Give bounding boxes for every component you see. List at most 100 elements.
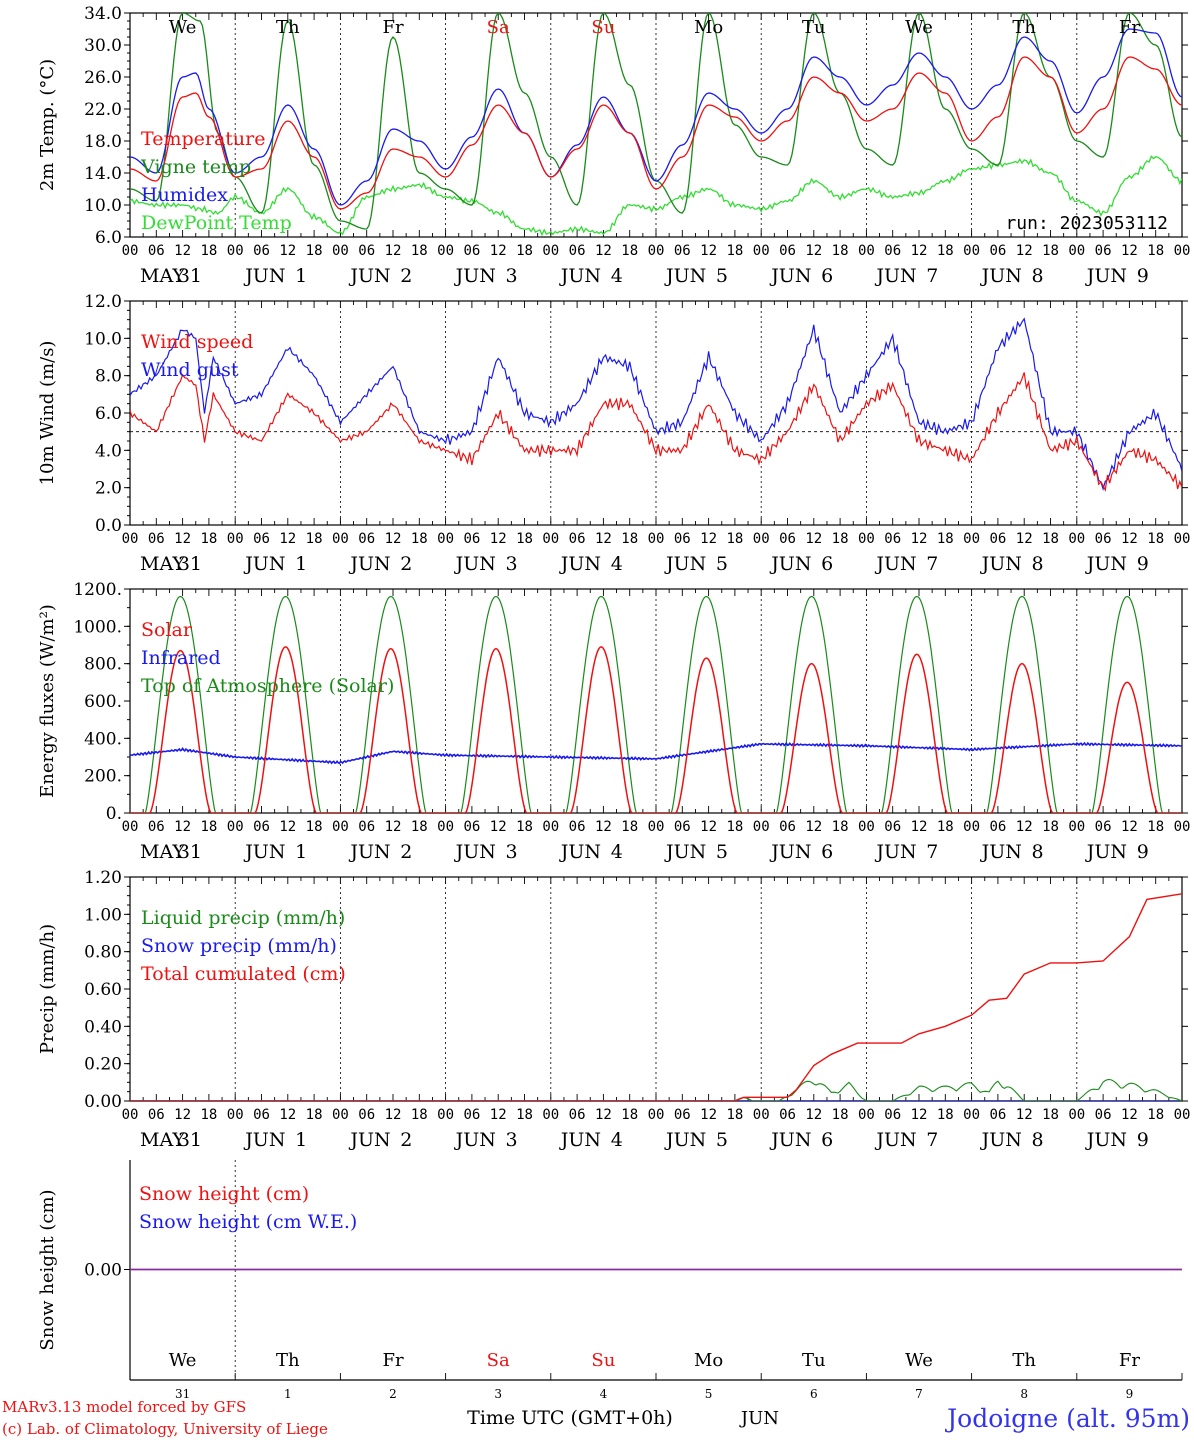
- date-label-day: 1: [295, 1129, 307, 1151]
- y-tick-label: 18.0: [84, 132, 122, 152]
- date-label-day: 8: [1032, 265, 1044, 287]
- date-label-day: 2: [400, 1129, 412, 1151]
- y-tick-label: 0.80: [84, 943, 122, 963]
- hour-tick-label: 12: [805, 243, 822, 259]
- hour-tick-label: 12: [911, 243, 928, 259]
- date-label-day: 2: [400, 265, 412, 287]
- date-label-day: 2: [400, 553, 412, 575]
- hour-tick-label: 06: [884, 819, 901, 835]
- hour-tick-label: 12: [805, 1107, 822, 1123]
- date-label-day: 1: [284, 1387, 292, 1401]
- y-tick-label: 0.40: [84, 1017, 122, 1037]
- hour-tick-label: 18: [726, 819, 743, 835]
- date-label-month: JUN: [980, 841, 1022, 863]
- hour-tick-label: 12: [1121, 1107, 1138, 1123]
- series-wind-gust: [130, 317, 1182, 491]
- y-tick-label: 34.0: [84, 4, 122, 24]
- hour-tick-label: 18: [1042, 243, 1059, 259]
- date-label-day: 31: [178, 841, 202, 863]
- hour-tick-label: 18: [1042, 531, 1059, 547]
- y-axis-label: 2m Temp. (°C): [37, 59, 58, 191]
- hour-tick-label: 18: [516, 243, 533, 259]
- series-total-cumulated-cm: [130, 893, 1182, 1101]
- panel-5: 0.00 Snow height (cm) Snow height (cm) Snow…: [37, 1160, 1183, 1401]
- hour-tick-label: 00: [1174, 819, 1191, 835]
- hour-tick-label: 00: [1068, 531, 1085, 547]
- date-label-day: 3: [494, 1387, 502, 1401]
- series-infrared: [130, 741, 1182, 765]
- hour-tick-label: 06: [989, 531, 1006, 547]
- date-label-month: JUN: [348, 553, 390, 575]
- date-label-day: 9: [1126, 1387, 1134, 1401]
- hour-tick-label: 00: [963, 819, 980, 835]
- hour-tick-label: 18: [726, 1107, 743, 1123]
- series-temperature: [130, 56, 1182, 210]
- legend-snow-precip-mm-h: Snow precip (mm/h): [141, 935, 337, 957]
- hour-tick-label: 00: [753, 1107, 770, 1123]
- hour-tick-label: 06: [148, 243, 165, 259]
- date-label-day: 9: [1137, 841, 1149, 863]
- hour-tick-label: 12: [595, 243, 612, 259]
- date-label-month: JUN: [559, 265, 601, 287]
- hour-tick-label: 00: [227, 243, 244, 259]
- date-label-day: 1: [295, 265, 307, 287]
- y-tick-label: 2.0: [95, 479, 122, 499]
- date-label-day: 7: [926, 841, 938, 863]
- date-label-day: 5: [716, 553, 728, 575]
- hour-tick-label: 12: [279, 531, 296, 547]
- y-axis-label: Snow height (cm): [37, 1189, 58, 1350]
- hour-tick-label: 12: [700, 1107, 717, 1123]
- panel-1: 6.0 10.0 14.0 18.0 22.0 26.0 30.0 34.0 2m Temp. …: [37, 4, 1190, 287]
- hour-tick-label: 12: [595, 531, 612, 547]
- date-label-month: JUN: [454, 841, 496, 863]
- hour-tick-label: 00: [648, 243, 665, 259]
- hour-tick-label: 12: [911, 819, 928, 835]
- y-tick-label: 400.: [84, 729, 122, 749]
- date-label-month: JUN: [664, 553, 706, 575]
- series-layer: [130, 893, 1182, 1101]
- hour-tick-label: 06: [569, 243, 586, 259]
- date-label-day: 6: [821, 553, 833, 575]
- hour-tick-label: 00: [858, 1107, 875, 1123]
- day-name: Th: [276, 1350, 300, 1371]
- y-tick-label: 0.60: [84, 980, 122, 1000]
- y-tick-label: 22.0: [84, 100, 122, 120]
- hour-tick-label: 12: [385, 1107, 402, 1123]
- date-label-day: 7: [915, 1387, 923, 1401]
- hour-tick-label: 06: [1095, 1107, 1112, 1123]
- date-label-month: MAY: [140, 553, 185, 575]
- hour-tick-label: 12: [1016, 1107, 1033, 1123]
- date-label-day: 31: [175, 1387, 190, 1401]
- series-dewpoint-temp: [130, 155, 1182, 237]
- date-label-day: 4: [611, 553, 623, 575]
- y-tick-label: 0.00: [84, 1092, 122, 1112]
- date-label-day: 7: [926, 553, 938, 575]
- hour-tick-label: 00: [122, 819, 139, 835]
- date-label-day: 31: [178, 265, 202, 287]
- hour-tick-label: 18: [306, 531, 323, 547]
- date-label-month: JUN: [664, 265, 706, 287]
- date-label-day: 8: [1020, 1387, 1028, 1401]
- date-label-month: JUN: [243, 841, 285, 863]
- date-label-day: 3: [506, 1129, 518, 1151]
- date-label-month: JUN: [664, 841, 706, 863]
- hour-tick-label: 00: [332, 243, 349, 259]
- legend-infrared: Infrared: [141, 647, 221, 669]
- date-label-month: JUN: [559, 1129, 601, 1151]
- day-name: We: [905, 17, 933, 38]
- hour-tick-label: 18: [516, 1107, 533, 1123]
- date-label-month: JUN: [559, 841, 601, 863]
- hour-tick-label: 00: [332, 531, 349, 547]
- hour-tick-label: 00: [648, 819, 665, 835]
- hour-tick-label: 18: [1042, 819, 1059, 835]
- hour-tick-label: 00: [858, 243, 875, 259]
- date-label-day: 6: [821, 1129, 833, 1151]
- hour-tick-label: 18: [621, 243, 638, 259]
- legend-top-of-atmosphere-solar: Top of Atmosphere (Solar): [141, 675, 394, 697]
- hour-tick-label: 00: [227, 819, 244, 835]
- date-label-day: 7: [926, 265, 938, 287]
- series-layer: [130, 595, 1182, 813]
- hour-tick-label: 06: [463, 819, 480, 835]
- hour-tick-label: 00: [332, 819, 349, 835]
